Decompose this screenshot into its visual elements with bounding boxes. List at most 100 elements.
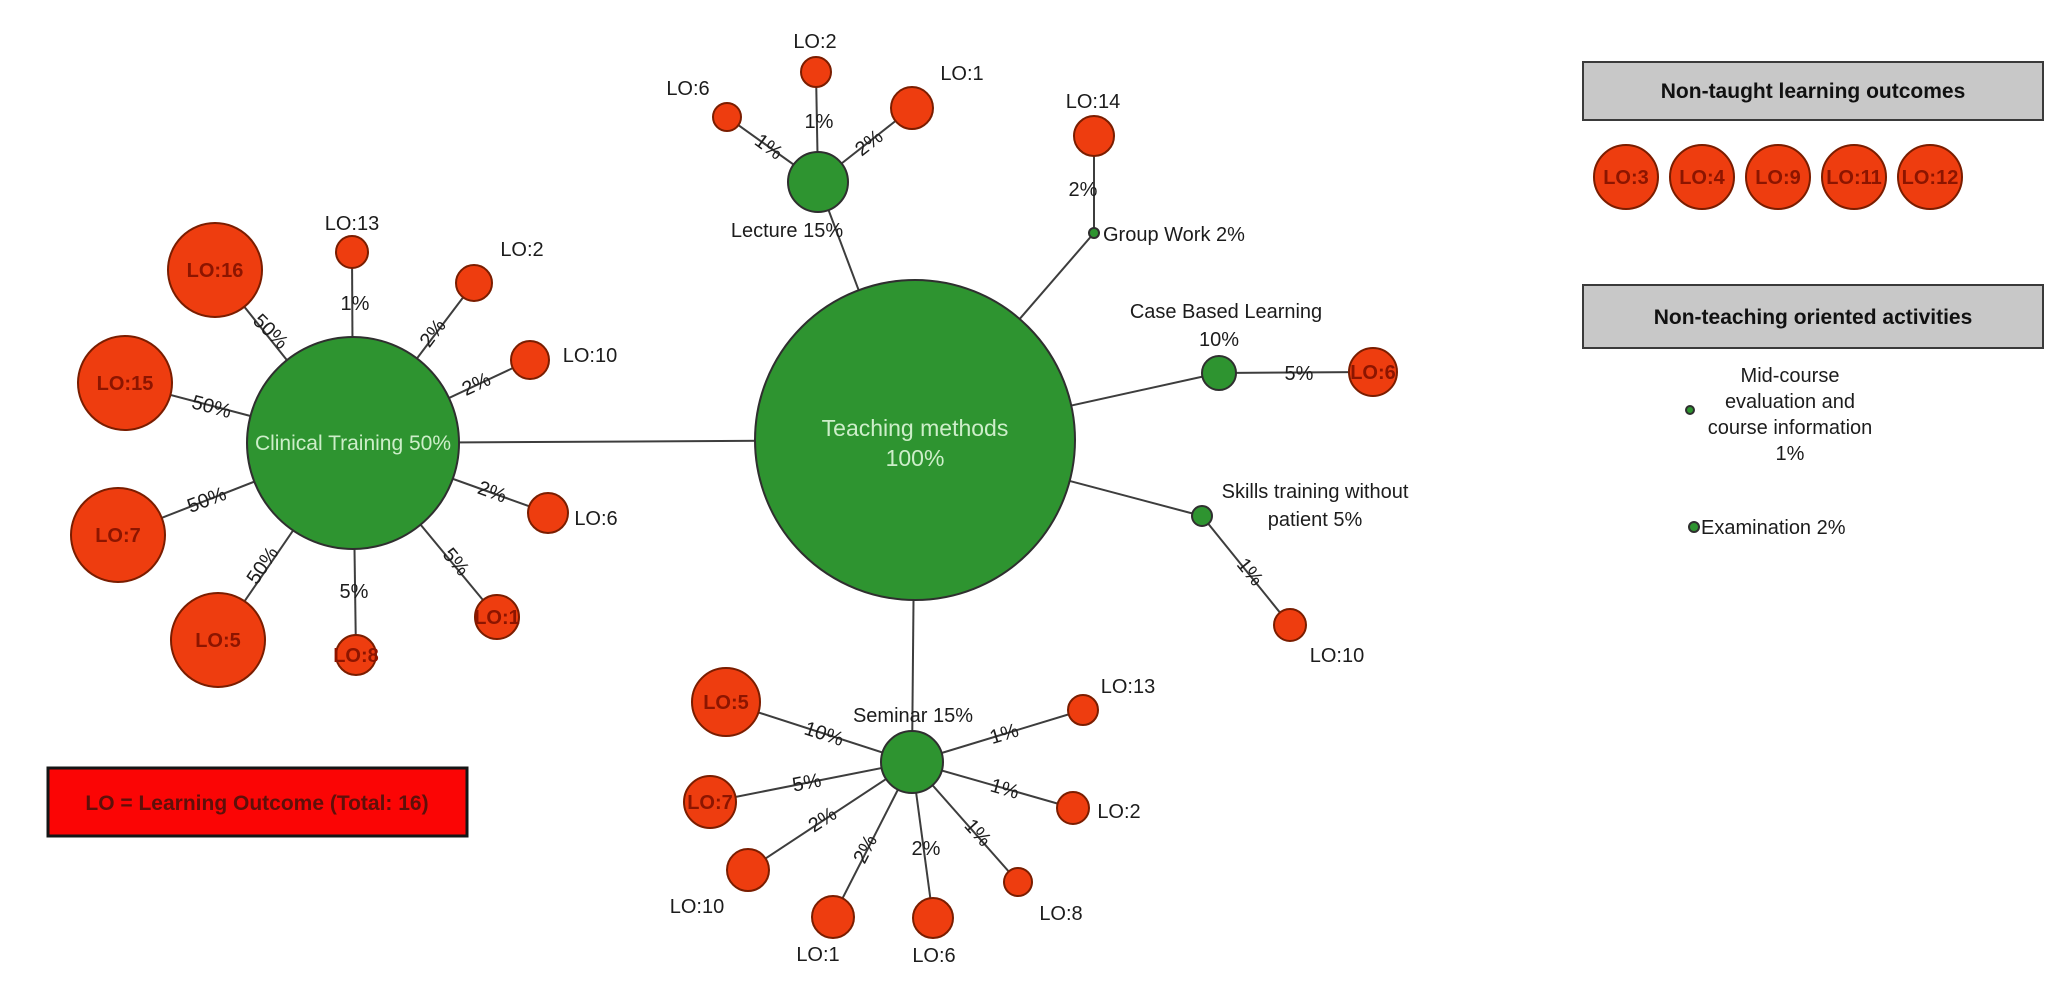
node-lecture-lo6 [712, 102, 742, 132]
nontaught-lo11-label: LO:11 [1826, 167, 1882, 189]
node-nontaught-lo11 [1821, 144, 1887, 210]
seminar-lo6-pct: 2% [912, 838, 941, 860]
seminar-lo5-label: LO:5 [703, 692, 749, 714]
skills-label-line1: Skills training without [1222, 481, 1409, 503]
seminar-lo2-label: LO:2 [1097, 801, 1140, 823]
lecture-lo6-pct: 1% [750, 130, 786, 165]
lecture-lo2-pct: 1% [805, 111, 834, 133]
seminar-lo8-label: LO:8 [1039, 903, 1082, 925]
seminar-lo7-pct: 5% [791, 770, 824, 797]
clinical-lo15-pct: 50% [189, 391, 234, 423]
clinical-lo13-label: LO:13 [325, 213, 379, 235]
clinical-lo8-pct: 5% [340, 581, 369, 603]
seminar-lo6-label: LO:6 [912, 945, 955, 967]
seminar-lo5-pct: 10% [801, 718, 846, 751]
midcourse-line1: Mid-course [1741, 365, 1840, 387]
node-lecture-lo1 [890, 86, 934, 130]
clinical-lo16-pct: 50% [248, 310, 292, 354]
cluster-group-work: Group Work 2% LO:14 2% [1066, 91, 1245, 246]
nontaught-lo12-label: LO:12 [1902, 167, 1959, 189]
seminar-label: Seminar 15% [853, 705, 973, 727]
node-clinical-lo8 [335, 634, 377, 676]
skills-lo10-label: LO:10 [1310, 645, 1364, 667]
node-nontaught-lo12 [1897, 144, 1963, 210]
seminar-lo10-label: LO:10 [670, 896, 724, 918]
panel-non-teaching: Non-teaching oriented activities Mid-cou… [1582, 284, 2044, 539]
lecture-label: Lecture 15% [731, 220, 844, 242]
node-clinical-training [246, 336, 460, 550]
node-teaching-methods [754, 279, 1076, 601]
clinical-lo6-pct: 2% [475, 477, 510, 508]
node-skills-training [1191, 505, 1213, 527]
cluster-teaching-methods: Teaching methods 100% [754, 279, 1076, 601]
midcourse-line2: evaluation and [1725, 391, 1855, 413]
cluster-lecture: Lecture 15% LO:6 1% LO:2 1% LO:1 2% [666, 31, 983, 242]
clinical-lo13-pct: 1% [341, 293, 370, 315]
casebased-lo6-label: LO:6 [1350, 362, 1396, 384]
non-taught-title: Non-taught learning outcomes [1661, 80, 1966, 103]
cluster-skills-training: Skills training without patient 5% LO:10… [1191, 481, 1409, 667]
casebased-lo6-pct: 5% [1285, 363, 1314, 385]
groupwork-lo14-label: LO:14 [1066, 91, 1120, 113]
midcourse-line3: course information [1708, 417, 1873, 439]
non-taught-header-box [1582, 61, 2044, 121]
clinical-lo7-label: LO:7 [95, 525, 141, 547]
groupwork-lo14-pct: 2% [1069, 179, 1098, 201]
legend-label: LO = Learning Outcome (Total: 16) [85, 792, 428, 815]
seminar-lo10-pct: 2% [805, 803, 841, 837]
node-lecture [787, 151, 849, 213]
panel-non-taught: Non-taught learning outcomes LO:3 LO:4 L… [1582, 61, 2044, 210]
node-clinical-lo16 [167, 222, 263, 318]
node-clinical-lo2 [455, 264, 493, 302]
seminar-lo1-pct: 2% [849, 831, 882, 867]
node-nontaught-lo3 [1593, 144, 1659, 210]
clinical-lo7-pct: 50% [184, 483, 229, 518]
node-clinical-lo1 [474, 594, 520, 640]
node-seminar [880, 730, 944, 794]
node-seminar-lo13 [1067, 694, 1099, 726]
legend: LO = Learning Outcome (Total: 16) [46, 766, 469, 838]
node-clinical-lo13 [335, 235, 369, 269]
cluster-clinical-training: Clinical Training 50% LO:16 50% LO:13 1%… [70, 213, 618, 688]
legend-box [46, 766, 469, 838]
node-clinical-lo6 [527, 492, 569, 534]
edge-seminar-lo10 [747, 761, 913, 871]
node-midcourse-dot [1685, 405, 1695, 415]
node-clinical-lo5 [170, 592, 266, 688]
midcourse-line4: 1% [1776, 443, 1805, 465]
node-clinical-lo10 [510, 340, 550, 380]
clinical-lo1-pct: 5% [438, 544, 474, 580]
node-group-work [1088, 227, 1100, 239]
nontaught-lo4-label: LO:4 [1679, 167, 1725, 189]
cluster-seminar: Seminar 15% LO:5 10% LO:7 5% LO:10 2% LO… [670, 667, 1155, 967]
edge-seminar-lo7 [709, 761, 913, 803]
clinical-lo5-label: LO:5 [195, 630, 241, 652]
node-seminar-lo2 [1056, 791, 1090, 825]
clinical-lo1-label: LO:1 [474, 607, 520, 629]
node-examination-dot [1688, 521, 1700, 533]
skills-label-line2: patient 5% [1268, 509, 1363, 531]
seminar-lo13-label: LO:13 [1101, 676, 1155, 698]
edge-skills-lo10 [1201, 515, 1291, 626]
node-seminar-lo1 [811, 895, 855, 939]
seminar-lo8-pct: 1% [960, 815, 996, 851]
clinical-lo2-label: LO:2 [500, 239, 543, 261]
node-clinical-lo15 [77, 335, 173, 431]
node-clinical-lo7 [70, 487, 166, 583]
group-work-label: Group Work 2% [1103, 224, 1245, 246]
case-based-label-line1: Case Based Learning [1130, 301, 1322, 323]
non-teaching-title: Non-teaching oriented activities [1654, 306, 1973, 329]
node-case-based [1201, 355, 1237, 391]
teaching-methods-label-line2: 100% [886, 445, 945, 471]
node-nontaught-lo9 [1745, 144, 1811, 210]
node-seminar-lo5 [691, 667, 761, 737]
clinical-lo10-pct: 2% [459, 368, 495, 400]
clinical-lo15-label: LO:15 [97, 373, 154, 395]
clinical-lo16-label: LO:16 [187, 260, 244, 282]
node-lecture-lo2 [800, 56, 832, 88]
clinical-lo5-pct: 50% [243, 543, 284, 589]
non-teaching-header-box [1582, 284, 2044, 349]
node-skills-lo10 [1273, 608, 1307, 642]
